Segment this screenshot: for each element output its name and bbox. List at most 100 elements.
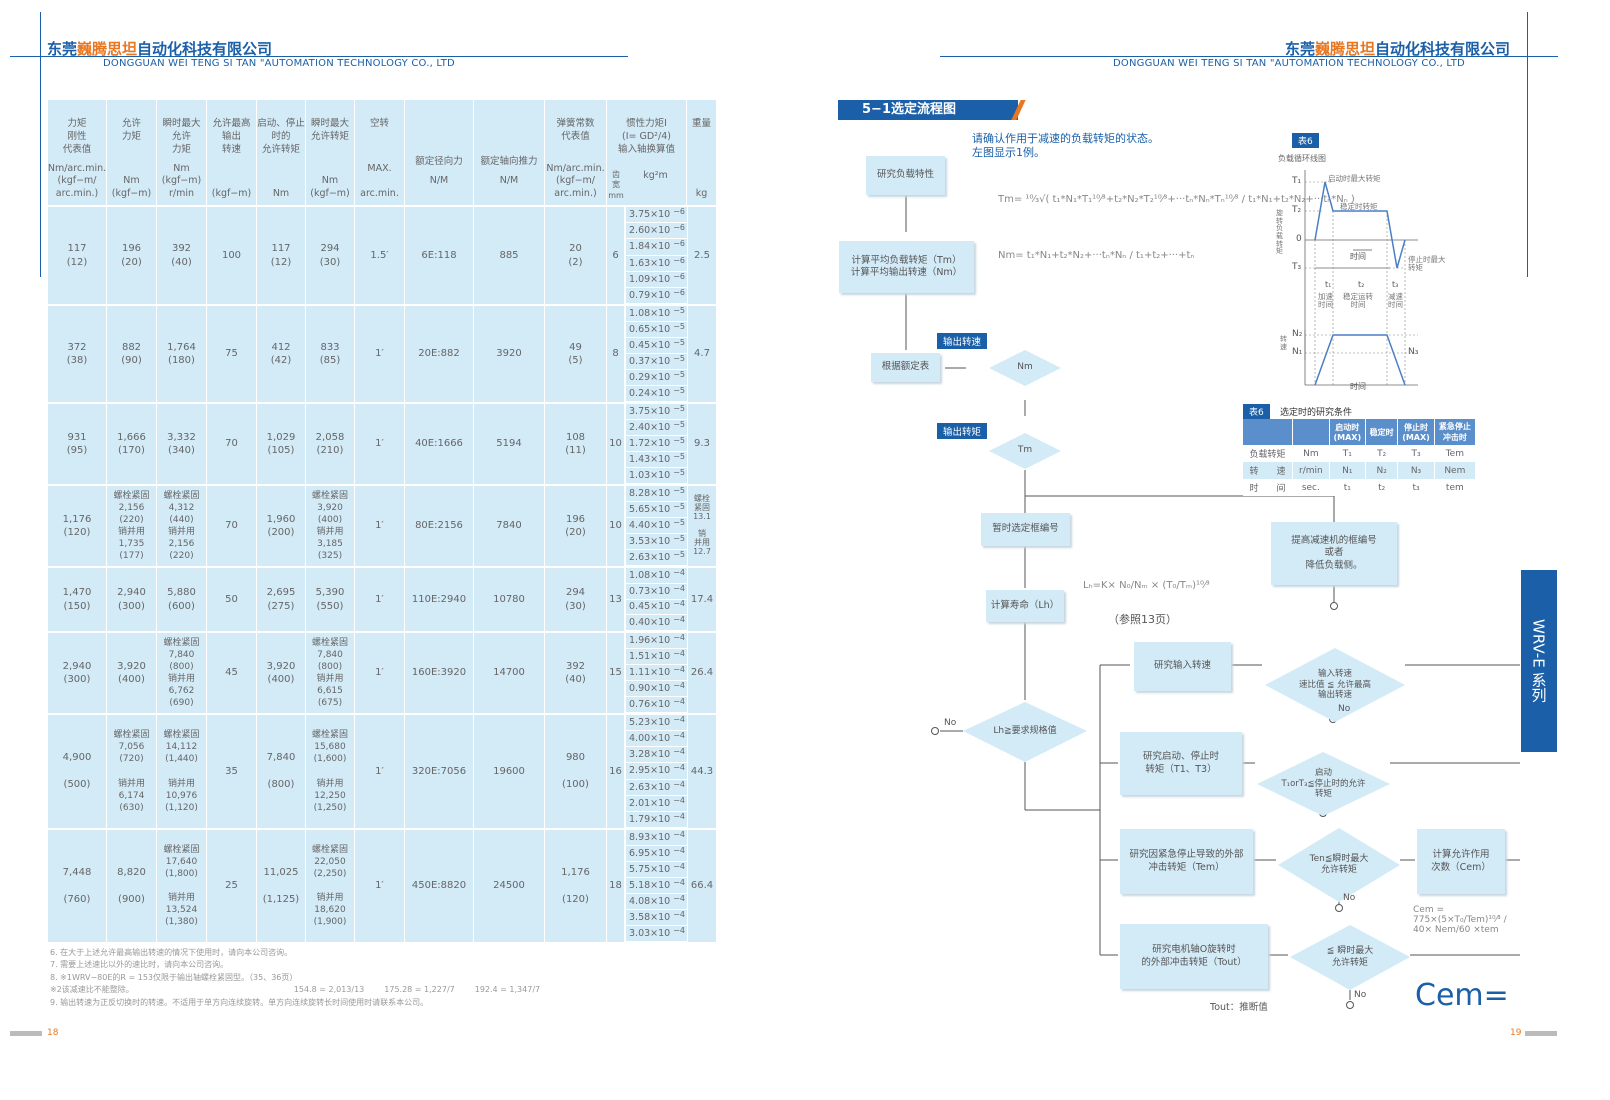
diamond-ten — [1278, 828, 1400, 902]
inertia-value: 3.75×10 −6 — [625, 207, 687, 224]
table6-cell: N₃ — [1397, 462, 1435, 479]
table-cell: 3,920 (400) — [257, 633, 306, 713]
margin-line — [1527, 12, 1528, 277]
formula-tm: Tm= ¹⁰⁄₃√( t₁*N₁*T₁¹⁰⁄³+t₂*N₂*T₂¹⁰⁄³+···… — [998, 194, 1355, 205]
table-cell: 螺栓紧固 17,640 (1,800) 销并用 13,524 (1,380) — [157, 830, 207, 942]
table-cell: 45 — [207, 633, 257, 713]
table6-title: 选定时的研究条件 — [1280, 408, 1353, 418]
note: 9. 输出转速为正反切换时的转速。不适用于单方向连续旋转。单方向连续旋转长时间使… — [50, 997, 429, 1007]
table-cell: 80E:2156 — [405, 486, 474, 566]
box-start-stop: 研究启动、停止时 转矩（T1、T3） — [1120, 732, 1242, 795]
inertia-value: 5.23×10 −4 — [625, 715, 687, 732]
table-row: 1,470 (150) 2,940 (300) 5,880 (600) 50 2,695… — [48, 568, 717, 633]
table-cell: 3,332 (340) — [157, 404, 207, 484]
time-label: 时间 — [1350, 252, 1366, 261]
inertia-value: 3.58×10 −4 — [625, 910, 687, 926]
phase-steady: 稳定运转 时间 — [1343, 292, 1373, 310]
period-t1: t₁ — [1325, 280, 1332, 289]
period-t3: t₃ — [1392, 280, 1399, 289]
inertia-value: 5.75×10 −4 — [625, 862, 687, 878]
table-cell: 7840 — [474, 486, 545, 566]
table-cell: 20 (2) — [545, 207, 607, 304]
speed-n1: N₁ — [1292, 347, 1303, 357]
inertia-value: 2.01×10 −4 — [625, 795, 687, 812]
table-cell: 7,448 (760) — [48, 830, 107, 942]
page-bar — [10, 1031, 42, 1036]
table-cell: 3,920 (400) — [107, 633, 157, 713]
company-en-left: DONGGUAN WEI TENG SI TAN "AUTOMATION TEC… — [103, 58, 455, 69]
inertia-value: 1.09×10 −6 — [625, 271, 687, 288]
diamond-tout — [1290, 925, 1410, 990]
table6-header: 紧急停止 冲击时 — [1434, 419, 1477, 445]
tooth-width-cell: 18 — [607, 830, 625, 942]
box-input-speed: 研究输入转速 — [1134, 642, 1231, 691]
inertia-value: 0.65×10 −5 — [625, 322, 687, 338]
column-title: 惯性力矩I (I= GD²/4) 输入轴换算值 — [617, 118, 675, 155]
box-emergency: 研究因紧急停止导致的外部 冲击转矩（Tem） — [1120, 829, 1253, 894]
inertia-value: 0.79×10 −6 — [625, 287, 687, 305]
column-header: 弹簧常数 代表值 Nm/arc.min. (kgf−m/ arc.min.) — [545, 100, 607, 205]
table-cell: 1′ — [355, 715, 405, 828]
column-unit: Nm/arc.min. (kgf−m/ arc.min.) — [546, 162, 605, 200]
inertia-cell: 8.28×10 −5 5.65×10 −5 4.40×10 −5 3.53×10 −5 2.63… — [625, 486, 687, 566]
table6-row: 时 间 sec. t₁ t₂ t₃ tem — [1243, 479, 1477, 496]
weight-cell: 4.7 — [687, 306, 717, 402]
table-cell: 14700 — [474, 633, 545, 713]
table6-header-row: 启动时 (MAX) 稳定时 停止时 (MAX) 紧急停止 冲击时 — [1243, 419, 1477, 445]
table-cell: 196 (20) — [545, 486, 607, 566]
column-unit: Nm (kgf−m) — [111, 175, 152, 200]
weight-cell: 44.3 — [687, 715, 717, 828]
inertia-value: 1.84×10 −6 — [625, 239, 687, 256]
table-cell: 1′ — [355, 830, 405, 942]
column-header: 重量 kg — [687, 100, 717, 205]
table-cell: 螺栓紧固 7,840 (800) 销并用 6,615 (675) — [306, 633, 355, 713]
table-cell: 1,176 (120) — [545, 830, 607, 942]
inertia-value: 4.08×10 −4 — [625, 894, 687, 910]
table-cell: 4,900 (500) — [48, 715, 107, 828]
inertia-value: 1.03×10 −5 — [625, 468, 687, 484]
diamond-startstop-label: 启动 T₁orT₃≦停止时的允许 转矩 — [1281, 768, 1366, 800]
column-header: 瞬时最大 允许 力矩 Nm (kgf−m) r/min — [157, 100, 207, 205]
inertia-cell: 1.96×10 −4 1.51×10 −4 1.11×10 −4 0.90×10 −4 0.76… — [625, 633, 687, 713]
inertia-value: 0.29×10 −5 — [625, 370, 687, 386]
table-cell: 372 (38) — [48, 306, 107, 402]
table-cell: 11,025 (1,125) — [257, 830, 306, 942]
box-load-characteristics: 研究负载特性 — [866, 156, 945, 195]
inertia-value: 5.18×10 −4 — [625, 878, 687, 894]
inertia-value: 1.11×10 −4 — [625, 665, 687, 681]
inertia-value: 0.76×10 −4 — [625, 697, 687, 713]
diamond-speed — [1265, 648, 1405, 722]
table-cell: 螺栓紧固 15,680 (1,600) 销并用 12,250 (1,250) — [306, 715, 355, 828]
diamond-tm-label: Tm — [1017, 445, 1033, 456]
inertia-unit-header: kg²m — [643, 169, 668, 181]
table6-cell: T₃ — [1397, 445, 1435, 462]
inertia-value: 0.45×10 −5 — [625, 338, 687, 354]
box-motor-shaft: 研究电机轴O旋转时 的外部冲击转矩（Tout） — [1120, 924, 1268, 989]
column-title: 启动、停止 时的 允许转矩 — [257, 118, 305, 155]
table-cell: 412 (42) — [257, 306, 306, 402]
table6-cell: Nem — [1434, 462, 1477, 479]
column-unit: Nm — [272, 188, 290, 200]
table-cell: 196 (20) — [107, 207, 157, 304]
table-cell: 1,029 (105) — [257, 404, 306, 484]
weight-cell: 螺栓 紧固 13.1 销 并用 12.7 — [687, 486, 717, 566]
tout-note: Tout：推断值 — [1210, 1002, 1268, 1013]
inertia-value: 0.45×10 −4 — [625, 599, 687, 616]
column-unit: Nm/arc.min. (kgf−m/ arc.min.) — [47, 162, 107, 200]
table6-cell: t₂ — [1365, 479, 1399, 496]
column-unit: MAX. arc.min. — [360, 162, 399, 200]
table-cell: 392 (40) — [157, 207, 207, 304]
table-cell: 1,176 (120) — [48, 486, 107, 566]
inertia-value: 4.00×10 −4 — [625, 731, 687, 748]
table-cell: 2,695 (275) — [257, 568, 306, 631]
company-name-right: 东莞巍腾思坦自动化科技有限公司 — [1285, 40, 1511, 58]
inertia-value: 1.08×10 −4 — [625, 568, 687, 584]
table-row: 1,176 (120) 螺栓紧固 2,156 (220) 销并用 1,735 (1… — [48, 486, 717, 568]
inertia-value: 5.65×10 −5 — [625, 502, 687, 518]
inertia-value: 1.51×10 −4 — [625, 649, 687, 665]
weight-cell: 26.4 — [687, 633, 717, 713]
table-cell: 50 — [207, 568, 257, 631]
level-0: 0 — [1296, 234, 1302, 244]
table-cell: 40E:1666 — [405, 404, 474, 484]
